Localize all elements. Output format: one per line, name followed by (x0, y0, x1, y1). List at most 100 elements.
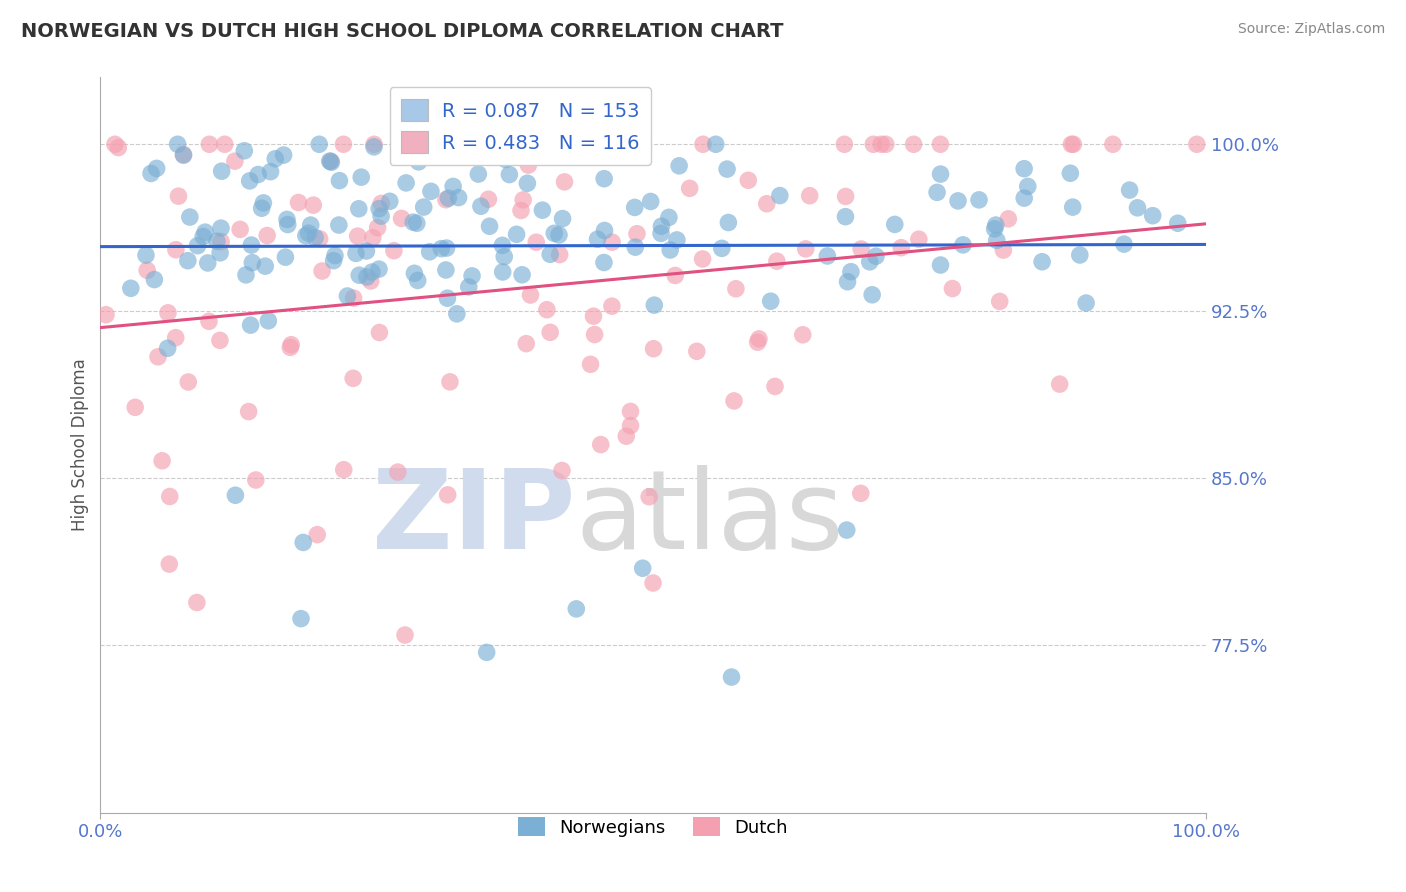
Point (717, 215, 740, 229)
Point (737, 173, 759, 187)
Point (631, 561, 654, 575)
Point (166, 137, 188, 152)
Point (467, 167, 489, 181)
Point (136, 263, 159, 277)
Point (470, 199, 492, 213)
Point (724, 282, 747, 296)
Point (849, 486, 872, 500)
Point (356, 270, 378, 285)
Point (583, 327, 606, 342)
Point (1060, 137, 1083, 152)
Point (997, 211, 1019, 226)
Point (332, 463, 354, 477)
Point (794, 242, 817, 256)
Point (235, 268, 257, 282)
Text: atlas: atlas (575, 465, 844, 572)
Y-axis label: High School Diploma: High School Diploma (72, 359, 89, 532)
Point (908, 232, 931, 246)
Point (172, 147, 194, 161)
Point (515, 336, 537, 351)
Point (650, 219, 672, 234)
Point (434, 263, 457, 277)
Point (941, 282, 963, 296)
Point (273, 148, 295, 162)
Point (579, 357, 602, 371)
Point (308, 137, 330, 152)
Point (686, 344, 709, 359)
Point (264, 152, 287, 166)
Point (370, 209, 392, 223)
Point (1185, 137, 1208, 152)
Point (834, 137, 856, 152)
Point (280, 337, 302, 351)
Point (983, 222, 1005, 236)
Point (159, 490, 181, 504)
Point (404, 266, 426, 280)
Point (405, 216, 427, 230)
Point (638, 490, 661, 504)
Point (240, 238, 263, 252)
Point (150, 454, 173, 468)
Point (308, 232, 330, 246)
Point (186, 595, 208, 609)
Point (146, 350, 169, 364)
Point (834, 210, 856, 224)
Point (692, 252, 714, 266)
Text: ZIP: ZIP (373, 465, 575, 572)
Point (446, 307, 468, 321)
Point (600, 299, 623, 313)
Point (498, 168, 520, 182)
Point (517, 158, 540, 172)
Point (748, 332, 770, 346)
Point (510, 203, 533, 218)
Point (619, 404, 641, 418)
Point (614, 429, 637, 443)
Point (643, 342, 665, 356)
Point (890, 241, 912, 255)
Point (710, 241, 733, 255)
Point (209, 221, 232, 235)
Point (859, 255, 882, 269)
Point (104, 137, 127, 152)
Point (277, 218, 299, 232)
Point (323, 248, 346, 262)
Point (259, 164, 281, 178)
Point (252, 195, 274, 210)
Point (865, 249, 887, 263)
Point (363, 140, 385, 154)
Text: Source: ZipAtlas.com: Source: ZipAtlas.com (1237, 22, 1385, 37)
Point (378, 194, 401, 209)
Point (664, 268, 686, 283)
Point (478, 219, 501, 234)
Point (834, 189, 856, 203)
Point (929, 137, 952, 152)
Point (395, 176, 418, 190)
Point (197, 256, 219, 270)
Point (94, 308, 117, 322)
Point (769, 188, 792, 202)
Point (233, 144, 256, 158)
Point (247, 168, 270, 182)
Point (993, 243, 1015, 257)
Point (640, 194, 662, 209)
Point (665, 233, 688, 247)
Point (311, 264, 333, 278)
Point (344, 246, 367, 260)
Point (470, 142, 492, 156)
Point (177, 375, 200, 389)
Point (799, 188, 821, 202)
Point (586, 232, 609, 246)
Point (302, 198, 325, 212)
Point (165, 243, 187, 257)
Point (494, 250, 516, 264)
Point (510, 268, 533, 282)
Point (395, 140, 418, 154)
Point (593, 223, 616, 237)
Point (946, 194, 969, 208)
Point (589, 437, 612, 451)
Point (191, 229, 214, 244)
Point (839, 265, 862, 279)
Point (436, 488, 458, 502)
Point (624, 240, 647, 254)
Point (304, 230, 326, 244)
